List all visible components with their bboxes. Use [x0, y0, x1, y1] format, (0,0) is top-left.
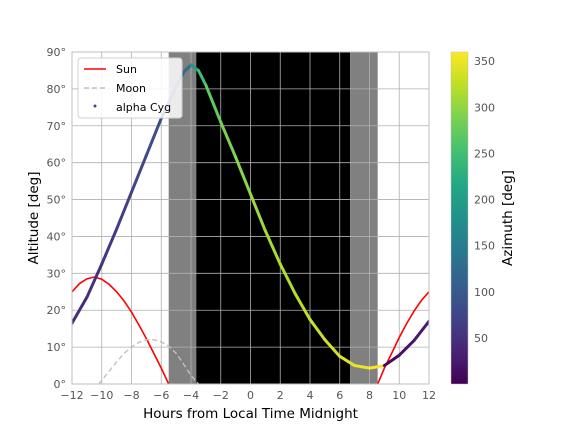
- alpha-cyg-segment: [189, 63, 200, 72]
- alpha-cyg-segment: [382, 353, 401, 368]
- y-tick-label: 60°: [47, 157, 67, 170]
- alpha-cyg-segment: [278, 262, 297, 296]
- alpha-cyg-segment: [196, 68, 208, 87]
- y-tick-label: 80°: [47, 83, 67, 96]
- alpha-cyg-segment: [412, 319, 429, 342]
- alpha-cyg-segment: [182, 63, 193, 74]
- alpha-cyg-segment: [308, 317, 327, 342]
- y-tick-label: 90°: [47, 46, 67, 59]
- y-tick-label: 40°: [47, 230, 67, 243]
- x-tick-label: 2: [277, 389, 284, 402]
- alpha-cyg-segment: [115, 190, 133, 231]
- alpha-cyg-segment: [368, 364, 386, 370]
- y-tick-label: 20°: [47, 304, 67, 317]
- colorbar-tick-label: 150: [474, 240, 495, 253]
- x-tick-labels: −12 −10 −8 −6 −4 −2 0 2 4 6 8 10 12: [60, 389, 436, 402]
- alpha-cyg-segment: [323, 338, 342, 358]
- alpha-cyg-segment: [249, 192, 267, 233]
- alpha-cyg-segment: [338, 354, 357, 368]
- alpha-cyg-segment: [263, 229, 282, 266]
- alpha-cyg-segment: [130, 153, 148, 194]
- x-axis-label: Hours from Local Time Midnight: [143, 406, 358, 422]
- legend-alpha-cyg-marker: [93, 104, 97, 108]
- alpha-cyg-segment: [144, 116, 163, 157]
- x-tick-label: −6: [153, 389, 169, 402]
- twilight-band-1: [196, 52, 351, 384]
- twilight-band-2: [350, 52, 378, 384]
- y-axis-label: Altitude [deg]: [26, 171, 42, 264]
- x-tick-label: 12: [422, 389, 436, 402]
- x-tick-label: 8: [366, 389, 373, 402]
- plot-frame: [71, 51, 430, 385]
- x-tick-label: 6: [336, 389, 343, 402]
- alpha-cyg-segment: [397, 338, 416, 357]
- legend-alpha-cyg-label: alpha Cyg: [116, 101, 171, 114]
- x-tick-label: −8: [123, 389, 139, 402]
- y-tick-label: 10°: [47, 341, 67, 354]
- colorbar-tick-label: 300: [474, 101, 495, 114]
- colorbar-tick-label: 100: [474, 286, 495, 299]
- y-tick-label: 30°: [47, 267, 67, 280]
- alpha-cyg-segment: [72, 295, 89, 325]
- legend-box: [77, 57, 183, 119]
- colorbar-tick-labels: 50 100 150 200 250 300 350: [474, 55, 495, 345]
- colorbar-tick-label: 250: [474, 147, 495, 160]
- y-tick-label: 70°: [47, 120, 67, 133]
- colorbar: 50 100 150 200 250 300 350 Azimuth [deg]: [450, 51, 516, 385]
- colorbar-gradient: [450, 51, 469, 385]
- colorbar-label: Azimuth [deg]: [500, 170, 516, 266]
- colorbar-tick-label: 350: [474, 55, 495, 68]
- x-tick-label: −2: [213, 389, 229, 402]
- colorbar-tick-label: 200: [474, 194, 495, 207]
- y-tick-label: 0°: [54, 378, 67, 391]
- legend: Sun Moon alpha Cyg: [77, 57, 183, 119]
- x-tick-label: −12: [60, 389, 83, 402]
- sun-curve-evening: [72, 276, 170, 384]
- x-tick-label: 10: [392, 389, 406, 402]
- alpha-cyg-segment: [204, 83, 223, 124]
- alpha-cyg-segment: [100, 227, 119, 266]
- y-tick-label: 50°: [47, 194, 67, 207]
- alpha-cyg-segment: [234, 155, 252, 196]
- x-tick-label: 4: [307, 389, 314, 402]
- alpha-cyg-segment: [353, 364, 371, 370]
- y-tick-labels: 0° 10° 20° 30° 40° 50° 60° 70° 80° 90°: [47, 46, 67, 391]
- legend-sun-label: Sun: [116, 63, 137, 76]
- alpha-cyg-segment: [219, 120, 238, 159]
- x-tick-label: −4: [183, 389, 199, 402]
- x-tick-label: −10: [90, 389, 113, 402]
- alpha-cyg-segment: [293, 292, 312, 321]
- twilight-bands: [168, 52, 378, 384]
- x-tick-label: 0: [247, 389, 254, 402]
- alpha-cyg-segment: [85, 262, 104, 299]
- legend-moon-label: Moon: [116, 82, 146, 95]
- colorbar-tick-label: 50: [474, 332, 488, 345]
